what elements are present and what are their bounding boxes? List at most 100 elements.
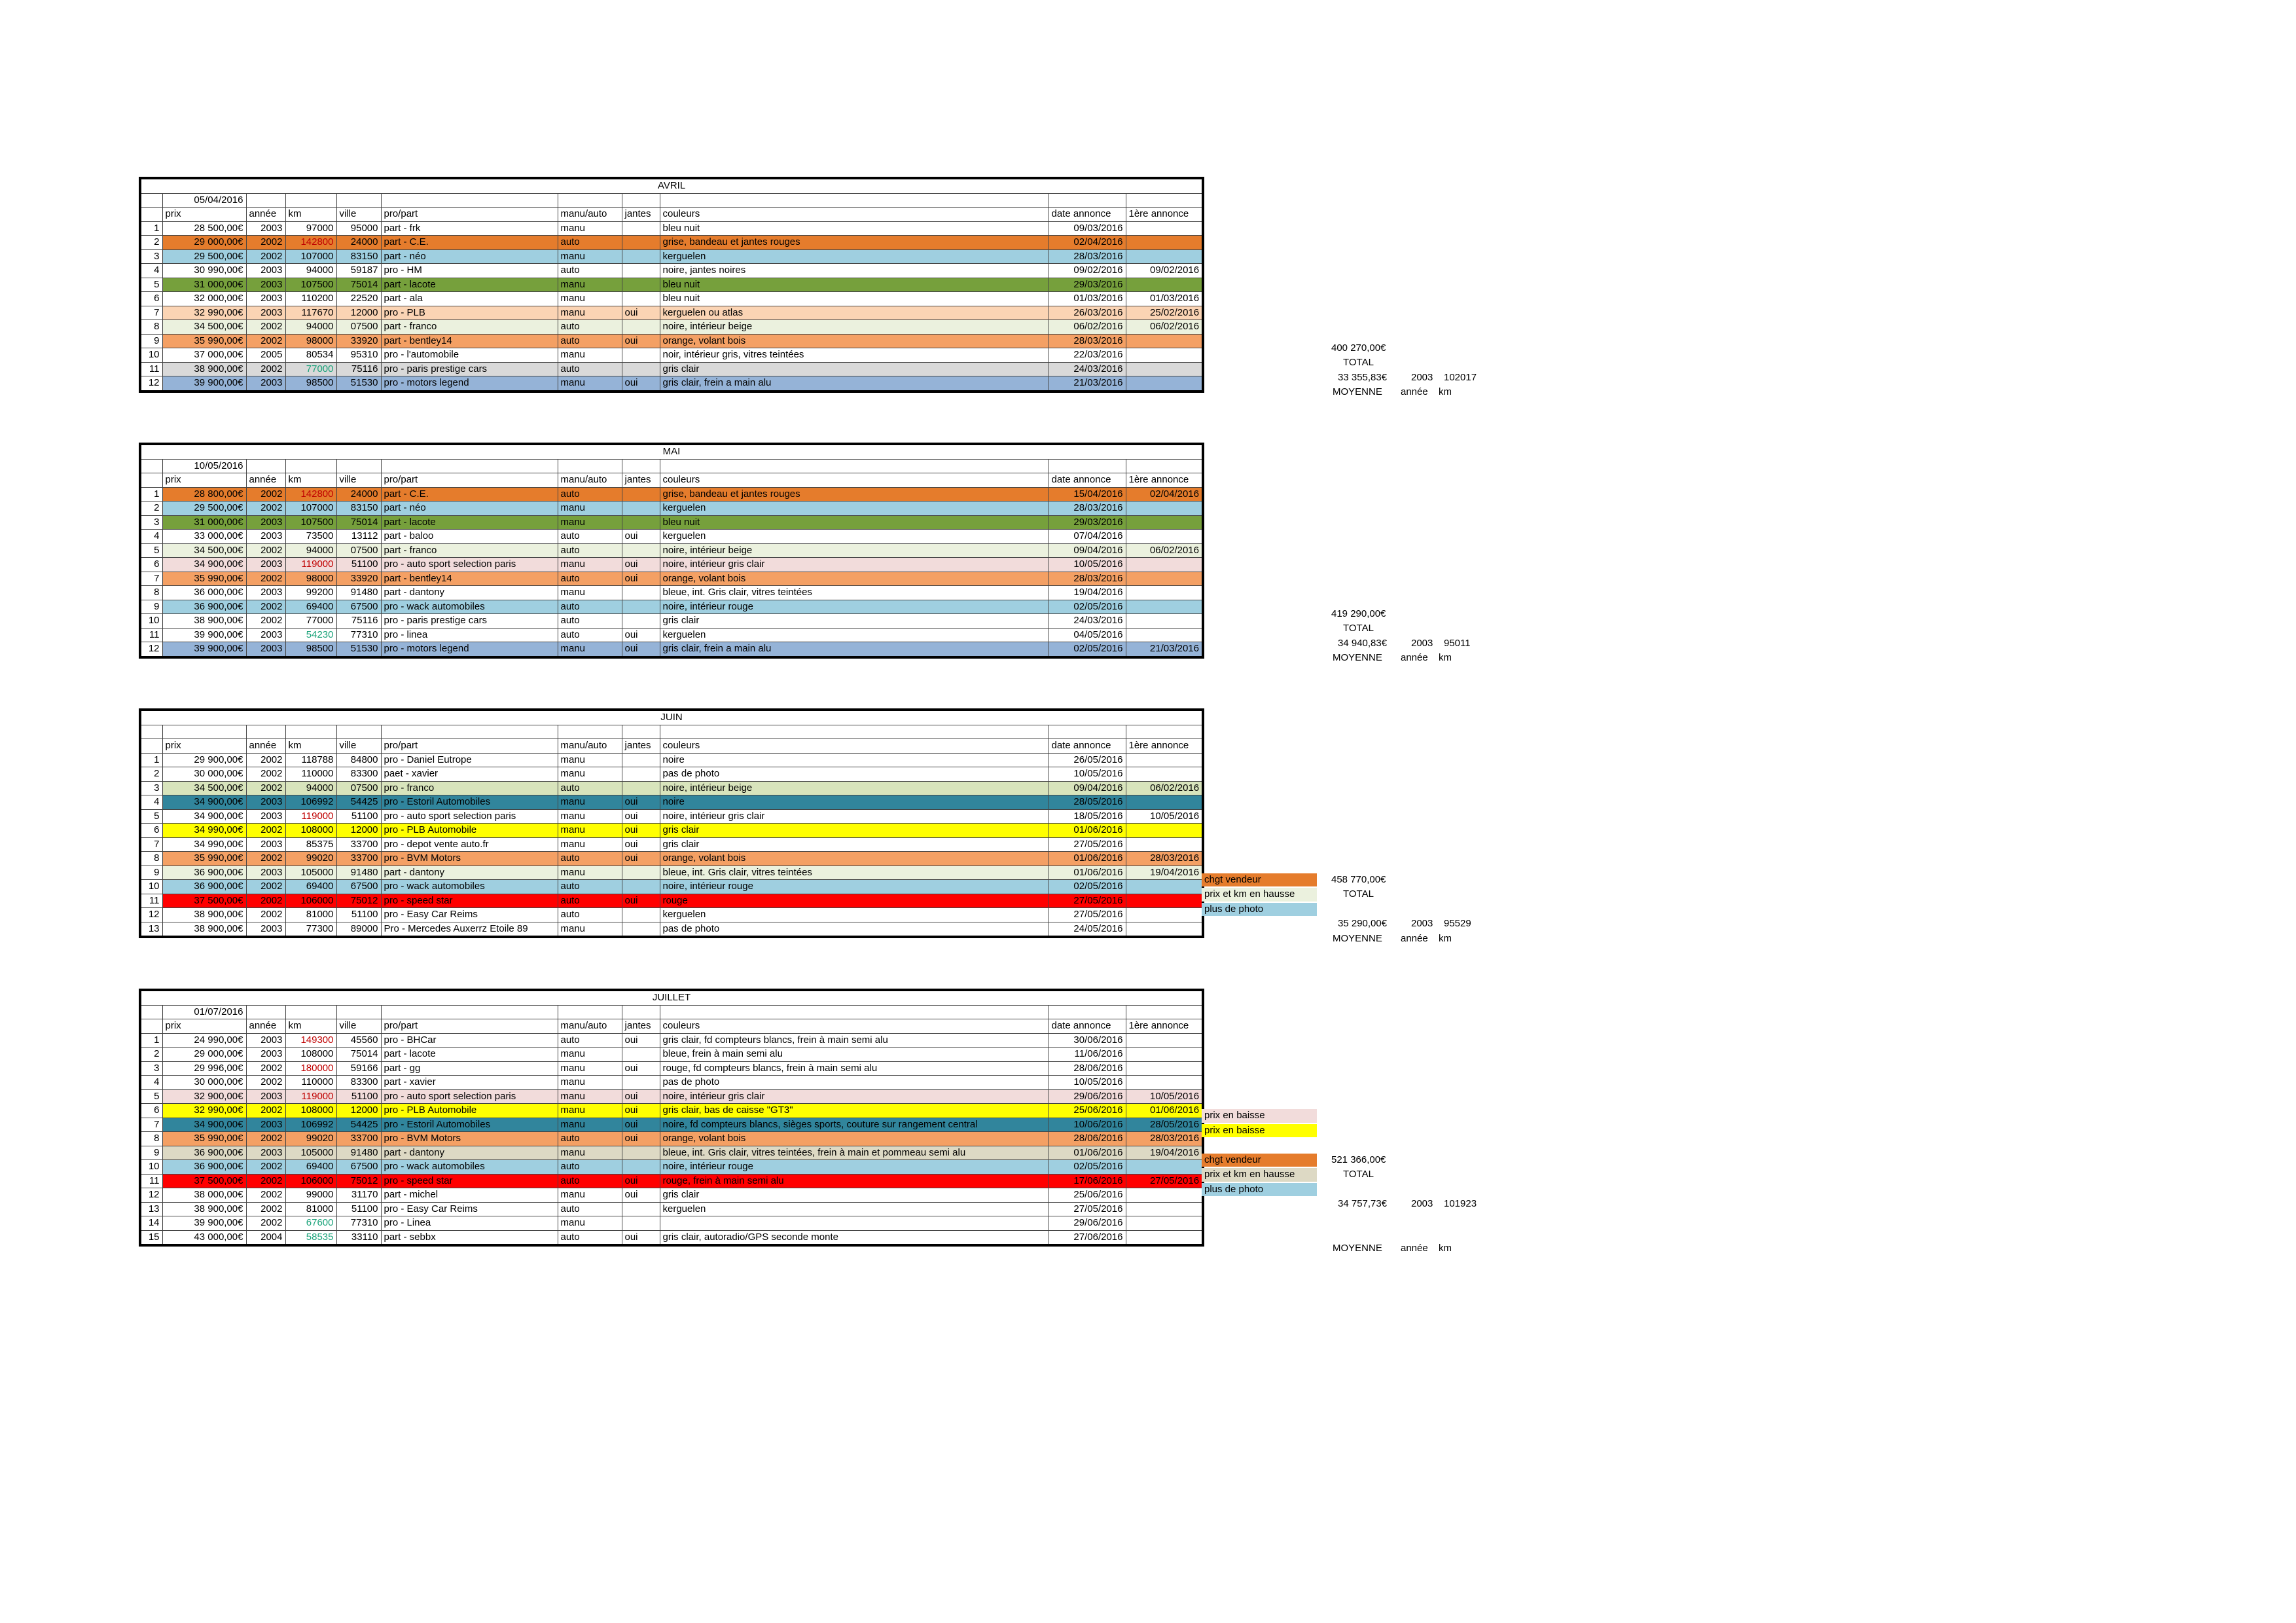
cell-jantes[interactable]	[621, 1145, 660, 1160]
cell-couleurs[interactable]: bleu nuit	[659, 277, 1049, 292]
cell-km[interactable]: 67600	[285, 1216, 337, 1231]
cell-jantes[interactable]	[621, 767, 660, 782]
cell-trans[interactable]: manu	[557, 305, 622, 320]
cell-pro[interactable]: pro - franco	[380, 780, 558, 795]
cell[interactable]	[557, 458, 622, 473]
cell-date[interactable]: 26/03/2016	[1048, 305, 1126, 320]
cell-date[interactable]: 18/05/2016	[1048, 809, 1126, 824]
cell-jantes[interactable]: oui	[621, 893, 660, 908]
cell-km[interactable]: 108000	[285, 823, 337, 838]
cell-ville[interactable]: 91480	[336, 1145, 382, 1160]
cell-first[interactable]	[1125, 348, 1204, 363]
cell-annee[interactable]: 2002	[245, 1103, 286, 1118]
cell-trans[interactable]: manu	[557, 837, 622, 852]
cell-km[interactable]: 110000	[285, 1075, 337, 1090]
cell-km[interactable]: 85375	[285, 837, 337, 852]
cell-km[interactable]: 54230	[285, 627, 337, 642]
cell-first[interactable]	[1125, 333, 1204, 348]
cell-trans[interactable]: manu	[557, 515, 622, 530]
cell-trans[interactable]: manu	[557, 642, 622, 657]
cell-pro[interactable]: part - gg	[380, 1061, 558, 1076]
cell-pro[interactable]: part - dantony	[380, 865, 558, 880]
cell-prix[interactable]: 29 996,00€	[162, 1061, 247, 1076]
cell-date[interactable]: 29/03/2016	[1048, 277, 1126, 292]
cell-pro[interactable]: pro - speed star	[380, 1173, 558, 1188]
cell[interactable]	[336, 724, 382, 739]
cell-prix[interactable]: 39 900,00€	[162, 627, 247, 642]
cell-ville[interactable]: 33920	[336, 333, 382, 348]
side-note[interactable]: chgt vendeur	[1202, 873, 1317, 886]
cell-pro[interactable]: pro - l'automobile	[380, 348, 558, 363]
cell-annee[interactable]: 2003	[245, 515, 286, 530]
cell-annee[interactable]: 2002	[245, 571, 286, 586]
cell-first[interactable]: 10/05/2016	[1125, 1089, 1204, 1104]
cell[interactable]	[285, 1004, 337, 1019]
cell-date[interactable]: 21/03/2016	[1048, 376, 1126, 392]
cell-n[interactable]: 13	[139, 1201, 163, 1216]
cell-pro[interactable]: part - C.E.	[380, 235, 558, 250]
cell-jantes[interactable]: oui	[621, 642, 660, 657]
cell-jantes[interactable]	[621, 249, 660, 264]
cell-date[interactable]: 02/05/2016	[1048, 642, 1126, 657]
cell-annee[interactable]: 2003	[245, 585, 286, 600]
cell-ville[interactable]: 67500	[336, 599, 382, 614]
cell-km[interactable]: 98500	[285, 376, 337, 392]
cell-ville[interactable]: 07500	[336, 543, 382, 558]
cell[interactable]	[621, 192, 660, 208]
cell-ville[interactable]: 13112	[336, 529, 382, 544]
sheet-date[interactable]: 01/07/2016	[162, 1004, 247, 1019]
cell-first[interactable]	[1125, 752, 1204, 767]
column-header[interactable]: 1ère annonce	[1125, 739, 1204, 754]
cell-prix[interactable]: 34 900,00€	[162, 795, 247, 810]
cell-date[interactable]: 27/06/2016	[1048, 1230, 1126, 1246]
cell-prix[interactable]: 29 500,00€	[162, 501, 247, 516]
cell-couleurs[interactable]: bleu nuit	[659, 221, 1049, 236]
cell-annee[interactable]: 2002	[245, 1131, 286, 1146]
cell-trans[interactable]: auto	[557, 599, 622, 614]
cell-annee[interactable]: 2002	[245, 1075, 286, 1090]
cell-n[interactable]: 6	[139, 823, 163, 838]
cell-pro[interactable]: pro - PLB	[380, 305, 558, 320]
column-header[interactable]: couleurs	[659, 207, 1049, 222]
cell-annee[interactable]: 2002	[245, 249, 286, 264]
cell-first[interactable]	[1125, 767, 1204, 782]
cell-first[interactable]: 09/02/2016	[1125, 263, 1204, 278]
cell-pro[interactable]: pro - Linea	[380, 1216, 558, 1231]
cell-jantes[interactable]	[621, 585, 660, 600]
cell-ville[interactable]: 12000	[336, 823, 382, 838]
cell-couleurs[interactable]: noire, intérieur beige	[659, 780, 1049, 795]
cell-jantes[interactable]	[621, 319, 660, 335]
cell-prix[interactable]: 38 900,00€	[162, 907, 247, 922]
cell-n[interactable]: 3	[139, 515, 163, 530]
cell-n[interactable]: 6	[139, 557, 163, 572]
cell-annee[interactable]: 2003	[245, 837, 286, 852]
column-header[interactable]: prix	[162, 739, 247, 754]
cell-first[interactable]	[1125, 221, 1204, 236]
cell-km[interactable]: 69400	[285, 879, 337, 894]
cell-pro[interactable]: part - néo	[380, 501, 558, 516]
cell-prix[interactable]: 38 900,00€	[162, 361, 247, 376]
column-header[interactable]: pro/part	[380, 739, 558, 754]
cell-jantes[interactable]: oui	[621, 627, 660, 642]
cell-jantes[interactable]	[621, 780, 660, 795]
cell-pro[interactable]: part - franco	[380, 319, 558, 335]
cell-trans[interactable]: manu	[557, 585, 622, 600]
cell-couleurs[interactable]: noire, intérieur gris clair	[659, 557, 1049, 572]
cell-ville[interactable]: 59187	[336, 263, 382, 278]
cell-annee[interactable]: 2002	[245, 752, 286, 767]
cell-date[interactable]: 28/03/2016	[1048, 501, 1126, 516]
cell-jantes[interactable]	[621, 361, 660, 376]
cell-pro[interactable]: part - C.E.	[380, 486, 558, 501]
column-header[interactable]: prix	[162, 207, 247, 222]
cell-annee[interactable]: 2003	[245, 1089, 286, 1104]
cell[interactable]	[621, 458, 660, 473]
cell-trans[interactable]: auto	[557, 1131, 622, 1146]
cell-prix[interactable]: 34 500,00€	[162, 780, 247, 795]
cell-annee[interactable]: 2002	[245, 1061, 286, 1076]
cell-date[interactable]: 26/05/2016	[1048, 752, 1126, 767]
cell-jantes[interactable]: oui	[621, 795, 660, 810]
cell-trans[interactable]: auto	[557, 529, 622, 544]
column-header[interactable]: ville	[336, 739, 382, 754]
cell-ville[interactable]: 95000	[336, 221, 382, 236]
average-year[interactable]: 2003	[1411, 1198, 1433, 1209]
